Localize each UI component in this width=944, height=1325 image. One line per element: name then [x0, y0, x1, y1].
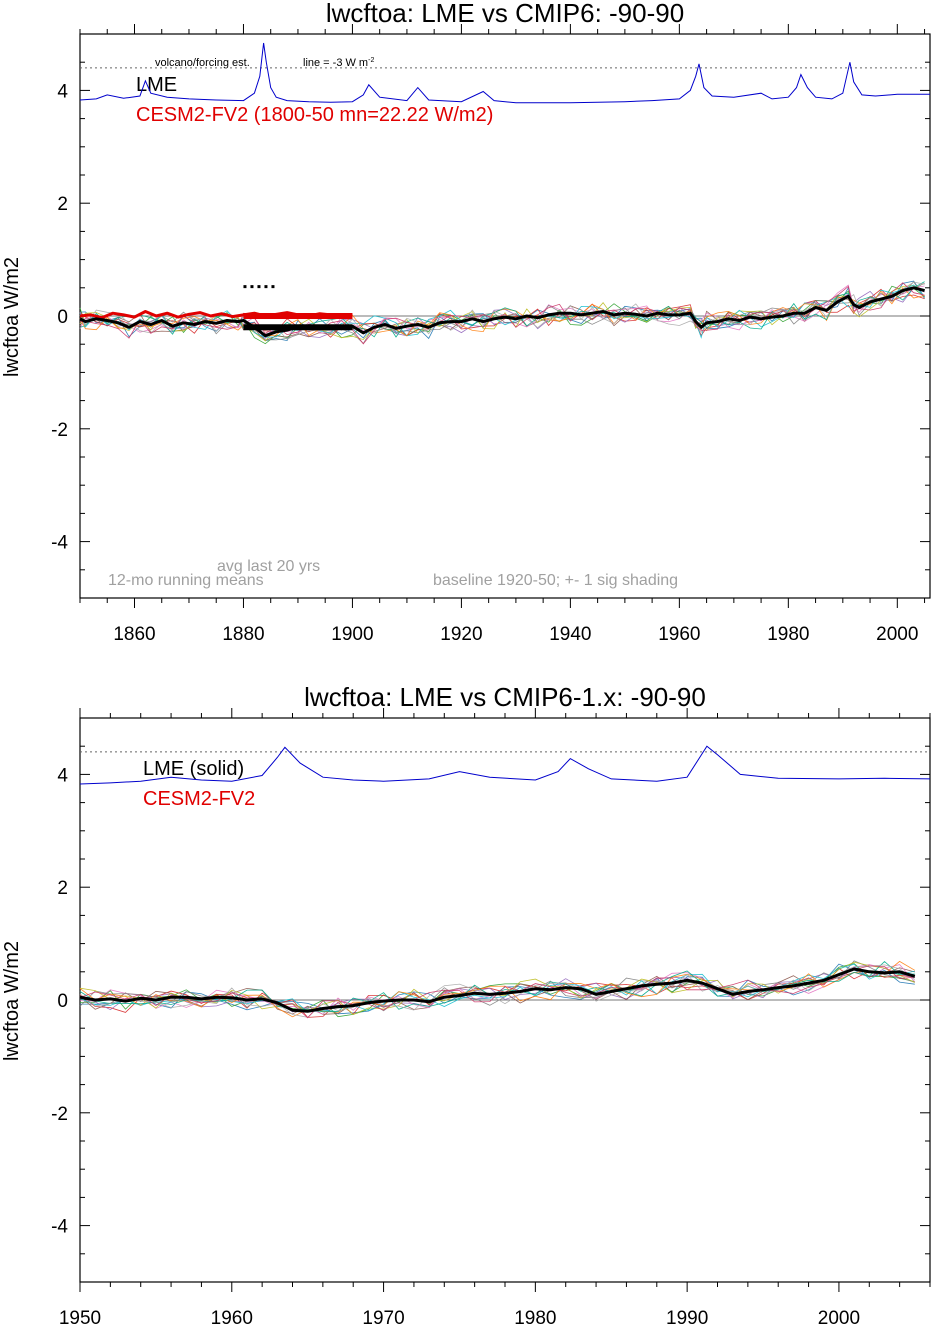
- annotation-avg-last: avg last 20 yrs: [217, 558, 320, 575]
- y-tick-label: -2: [51, 1104, 68, 1125]
- y-tick-label: 0: [57, 307, 68, 328]
- x-tick-label: 1920: [440, 624, 482, 645]
- ensemble-member-line: [79, 964, 916, 1018]
- ensemble-member-line: [79, 967, 915, 1015]
- x-tick-label: 1950: [59, 1308, 101, 1325]
- plot-area-1: -4 -2 0 2 4 1860 1880 1900 1920 1940 1960 1980 2000: [51, 24, 931, 645]
- ensemble-member-line: [79, 282, 925, 345]
- x-tick-label: 1960: [211, 1308, 253, 1325]
- panel-2: lwcftoa: LME vs CMIP6-1.x: -90-90 lwcfto…: [1, 682, 706, 1061]
- x-tick-label: 1860: [113, 624, 155, 645]
- forcing-line: [79, 745, 931, 785]
- y-tick-label: -2: [51, 420, 68, 441]
- series-line-lme: [79, 286, 925, 338]
- x-tick-label: 1940: [549, 624, 591, 645]
- x-tick-label: 1980: [767, 624, 809, 645]
- plot-area-2: -4 -2 0 2 4 1950 1960 1970 1980 1990 2000: [51, 708, 931, 1325]
- x-tick-label: 1970: [362, 1308, 404, 1325]
- ensemble-member-line: [79, 281, 925, 340]
- annotation-volcano: volcano/forcing est.: [155, 57, 250, 69]
- chart-title-1: lwcftoa: LME vs CMIP6: -90-90: [326, 0, 684, 28]
- y-tick-label: -4: [51, 533, 68, 554]
- x-tick-label: 2000: [818, 1308, 860, 1325]
- y-tick-label: 0: [57, 991, 68, 1012]
- y-axis-label-1: lwcftoa W/m2: [1, 257, 23, 377]
- x-tick-label: 1980: [514, 1308, 556, 1325]
- panel-1: lwcftoa: LME vs CMIP6: -90-90 lwcftoa W/…: [1, 0, 684, 589]
- series-line-lme: [79, 967, 916, 1013]
- ensemble-member-line: [79, 282, 925, 341]
- x-tick-label: 1880: [222, 624, 264, 645]
- forcing-line: [79, 42, 930, 104]
- x-tick-label: 1960: [658, 624, 700, 645]
- y-tick-label: 4: [57, 81, 68, 102]
- ensemble-member-line: [79, 965, 915, 1019]
- annotation-line-note: line = -3 W m-2: [303, 57, 374, 69]
- annotation-running-means: 12-mo running means: [108, 572, 264, 589]
- x-tick-label: 1900: [331, 624, 373, 645]
- x-tick-label: 1990: [666, 1308, 708, 1325]
- ensemble-member-line: [79, 967, 915, 1018]
- annotation-baseline: baseline 1920-50; +- 1 sig shading: [433, 572, 678, 589]
- legend-cesm2-1: CESM2-FV2 (1800-50 mn=22.22 W/m2): [136, 104, 493, 126]
- legend-lme-1: LME: [136, 74, 177, 96]
- legend-cesm2-2: CESM2-FV2: [143, 788, 255, 810]
- ensemble-member-line: [79, 281, 925, 338]
- ensemble-member-line: [79, 285, 925, 342]
- legend-lme-2: LME (solid): [143, 758, 244, 780]
- x-tick-label: 2000: [876, 624, 918, 645]
- y-axis-label-2: lwcftoa W/m2: [1, 941, 23, 1061]
- chart-title-2: lwcftoa: LME vs CMIP6-1.x: -90-90: [304, 682, 706, 712]
- y-tick-label: 2: [57, 878, 68, 899]
- ensemble-member-line: [79, 966, 915, 1013]
- y-tick-label: -4: [51, 1217, 68, 1238]
- ensemble-member-line: [79, 960, 916, 1018]
- y-tick-label: 2: [57, 194, 68, 215]
- y-tick-label: 4: [57, 765, 68, 786]
